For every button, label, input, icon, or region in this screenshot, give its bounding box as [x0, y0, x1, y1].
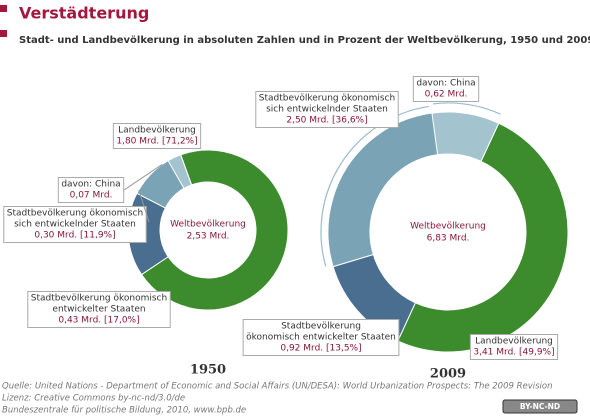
label-text: ökonomisch entwickelter Staaten — [246, 333, 396, 343]
center-total: 6,83 Mrd. — [427, 234, 470, 244]
label-text: sich entwickelnder Staaten — [266, 105, 388, 115]
donut-subsegment — [431, 111, 500, 162]
label-box — [3, 206, 147, 243]
label-text: Stadtbevölkerung ökonomisch — [259, 94, 395, 104]
label-text: 3,41 Mrd. [49,9%] — [473, 348, 554, 358]
header-square — [0, 30, 7, 37]
chart-label: 2009 — [430, 367, 466, 382]
leader-line — [138, 189, 150, 223]
label-box — [242, 319, 400, 356]
header-square — [0, 5, 7, 12]
segment-label: Stadtbevölkerung ökonomischentwickelter … — [27, 291, 171, 328]
label-box — [112, 123, 202, 149]
label-box — [469, 334, 559, 360]
label-text: Stadtbevölkerung ökonomisch — [31, 294, 167, 304]
label-text: 0,43 Mrd. [17,0%] — [58, 316, 139, 326]
label-box — [27, 291, 171, 328]
label-box — [255, 91, 399, 128]
title: Verstädterung — [19, 4, 149, 23]
source: Quelle: United Nations - Department of E… — [2, 382, 553, 392]
subtitle: Stadt- und Landbevölkerung in absoluten … — [19, 35, 590, 46]
label-text: davon: China — [61, 180, 120, 190]
publisher: Bundeszentrale für politische Bildung, 2… — [2, 406, 246, 416]
label-box — [412, 76, 480, 102]
label-text: Landbevölkerung — [118, 126, 196, 136]
label-text: 0,30 Mrd. [11,9%] — [34, 231, 115, 241]
cc-badge — [502, 399, 578, 414]
center-title: Weltbevölkerung — [170, 220, 246, 230]
label-text: Stadtbevölkerung — [281, 322, 361, 332]
label-text: 0,92 Mrd. [13,5%] — [280, 344, 361, 354]
label-text: Landbevölkerung — [475, 337, 553, 347]
leader-line — [123, 164, 163, 191]
donut-segment — [397, 122, 569, 353]
label-text: 1,80 Mrd. [71,2%] — [116, 137, 197, 147]
chart-label: 1950 — [190, 363, 226, 378]
label-text: Stadtbevölkerung ökonomisch — [7, 209, 143, 219]
bracket — [432, 102, 501, 115]
center-title: Weltbevölkerung — [410, 222, 486, 232]
bracket — [320, 105, 429, 267]
label-text: entwickelter Staaten — [52, 305, 145, 315]
cc-badge-text: BY-NC-ND — [520, 402, 560, 411]
label-text: sich entwickelnder Staaten — [14, 220, 136, 230]
label-text: 0,07 Mrd. — [70, 191, 113, 201]
center-total: 2,53 Mrd. — [187, 232, 230, 242]
license: Lizenz: Creative Commons by-nc-nd/3.0/de — [2, 394, 185, 404]
label-text: 2,50 Mrd. [36,6%] — [286, 116, 367, 126]
donut-subsegment — [167, 154, 193, 190]
label-box — [57, 177, 125, 203]
label-text: 0,62 Mrd. — [425, 90, 468, 100]
label-text: davon: China — [416, 79, 475, 89]
